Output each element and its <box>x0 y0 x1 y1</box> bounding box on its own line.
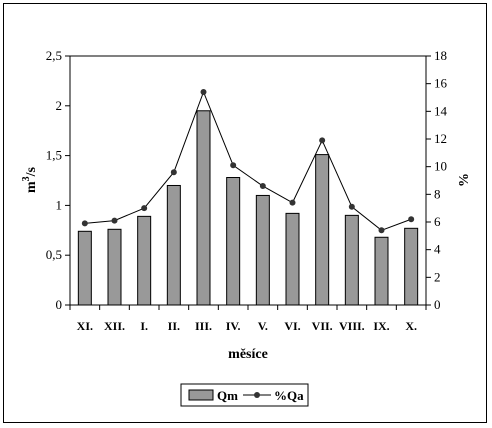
point-qa <box>259 183 266 190</box>
bar-qm <box>196 110 211 306</box>
y2-tick-label: 18 <box>434 48 447 63</box>
y2-tick-label: 14 <box>434 103 448 118</box>
bar-qm <box>226 177 241 306</box>
point-qa <box>408 216 415 223</box>
plot-area: 0 0,5 1 1,5 2 2,5 0 2 4 6 8 10 12 14 16 18 XI. XII. I. II. I… <box>46 48 448 333</box>
x-tick-label: XI. <box>77 319 93 333</box>
x-tick-label: VII. <box>312 319 333 333</box>
y2-tick-label: 16 <box>434 76 448 91</box>
y2-tick-label: 4 <box>434 242 441 257</box>
legend-swatch-qm <box>188 389 214 401</box>
bar-qm <box>315 154 330 306</box>
point-qa <box>170 169 177 176</box>
x-tick-label: VIII. <box>339 319 365 333</box>
line-qa <box>84 90 412 231</box>
legend-label-qa: %Qa <box>274 388 304 403</box>
y-tick-label: 1,5 <box>46 148 62 163</box>
y-tick-label: 2,5 <box>46 48 62 63</box>
y-axis-title-base: m <box>24 181 39 193</box>
point-qa <box>378 227 385 234</box>
y2-tick-label: 6 <box>434 214 441 229</box>
bar-qm <box>107 228 122 306</box>
x-tick-label: X. <box>405 319 417 333</box>
bar-qm <box>255 194 270 306</box>
point-qa <box>141 205 148 212</box>
bar-qm <box>166 184 181 306</box>
point-qa <box>230 162 237 169</box>
legend-label-qm: Qm <box>217 388 238 403</box>
y-tick-label: 0,5 <box>46 247 62 262</box>
x-tick-label: IV. <box>226 319 241 333</box>
bar-qm <box>137 215 152 306</box>
y-tick-label: 1 <box>56 197 63 212</box>
y-axis-title-sup: 3 <box>21 176 32 181</box>
y-tick-label: 2 <box>56 98 63 113</box>
chart-frame <box>3 3 487 423</box>
y-tick-label: 0 <box>56 297 63 312</box>
legend: Qm %Qa <box>180 383 309 407</box>
x-tick-label: XII. <box>104 319 125 333</box>
legend-marker-qa <box>254 392 260 398</box>
x-axis-title: měsíce <box>228 347 268 362</box>
y2-tick-label: 8 <box>434 186 441 201</box>
y2-axis-title: % <box>457 173 472 187</box>
x-tick-label: VI. <box>284 319 300 333</box>
y2-tick-label: 10 <box>434 159 447 174</box>
x-tick-label: II. <box>168 319 180 333</box>
y-axis-title-tail: /s <box>24 166 39 177</box>
bar-qm <box>285 212 300 306</box>
point-qa <box>319 137 326 144</box>
point-qa <box>81 220 88 227</box>
x-tick-label: I. <box>140 319 148 333</box>
x-tick-label: III. <box>195 319 212 333</box>
y2-tick-label: 0 <box>434 297 441 312</box>
point-qa <box>348 203 355 210</box>
bar-qm <box>404 227 419 306</box>
y-axis-title: m3/s <box>21 166 39 193</box>
x-tick-label: IX. <box>373 319 389 333</box>
bar-qm <box>77 230 92 306</box>
plot-border <box>69 55 427 306</box>
x-tick-label: V. <box>258 319 268 333</box>
bar-qm <box>344 214 359 306</box>
point-qa <box>111 217 118 224</box>
y2-tick-label: 12 <box>434 131 447 146</box>
y2-tick-label: 2 <box>434 269 441 284</box>
bar-qm <box>374 236 389 306</box>
point-qa <box>289 199 296 206</box>
point-qa <box>200 88 207 95</box>
